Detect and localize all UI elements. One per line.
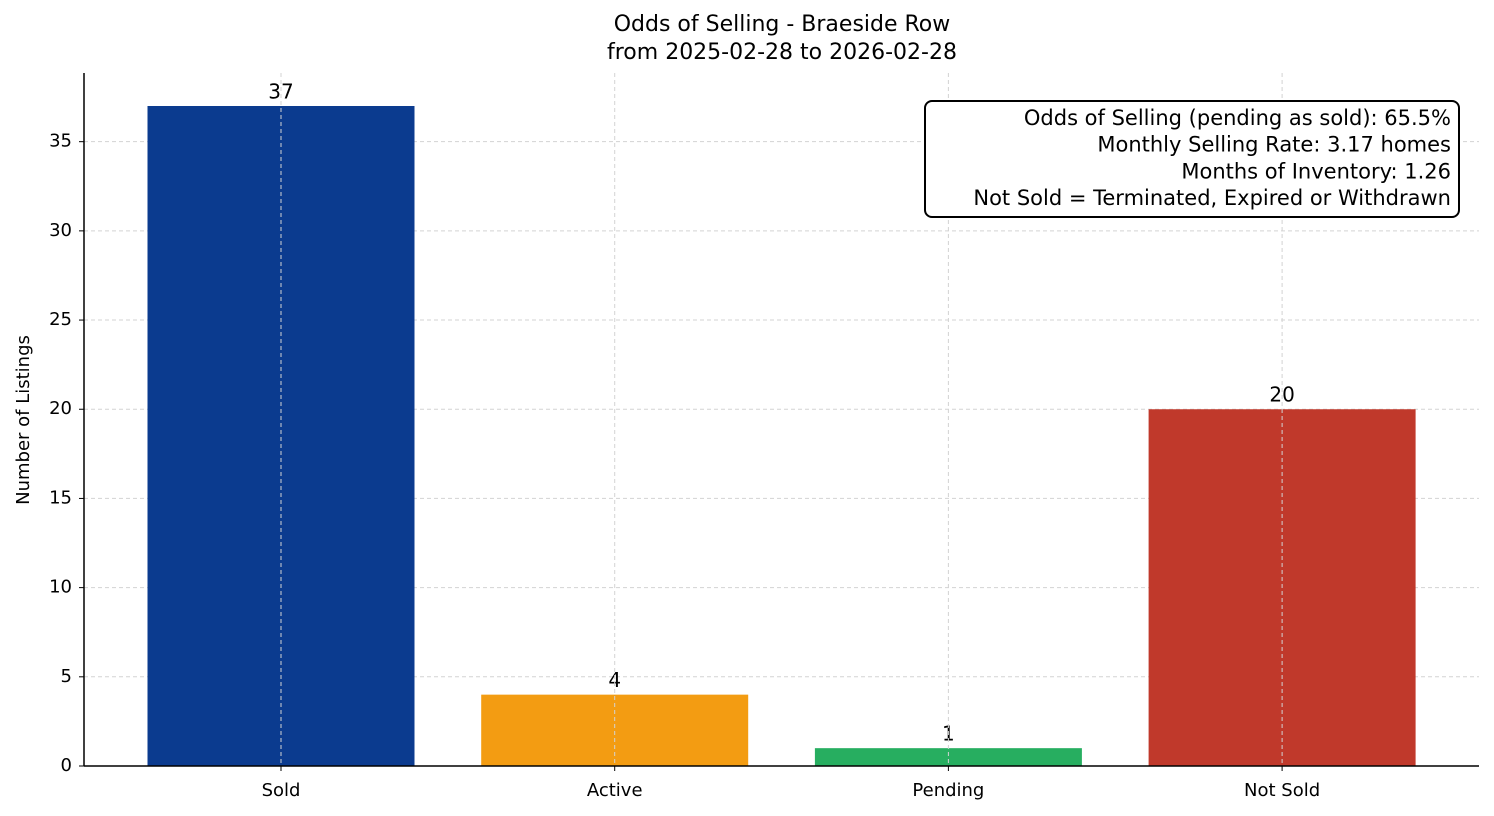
y-tick-label: 25 — [49, 309, 72, 330]
annotation-line: Odds of Selling (pending as sold): 65.5% — [1024, 106, 1451, 130]
annotation-box — [924, 100, 1460, 218]
x-tick-label: Active — [587, 780, 643, 801]
bar — [147, 106, 415, 766]
chart-title: Odds of Selling - Braeside Row — [614, 12, 951, 37]
bar — [814, 748, 1082, 766]
y-tick-label: 0 — [61, 755, 72, 776]
y-tick-label: 15 — [49, 487, 72, 508]
x-tick-label: Pending — [912, 780, 984, 801]
chart-subtitle: from 2025-02-28 to 2026-02-28 — [607, 40, 957, 65]
y-axis-label: Number of Listings — [13, 335, 34, 505]
annotation-line: Monthly Selling Rate: 3.17 homes — [1097, 133, 1451, 157]
data-label: 4 — [608, 668, 621, 692]
x-tick-label: Sold — [262, 780, 301, 801]
x-tick-label: Not Sold — [1244, 780, 1320, 801]
y-tick-label: 5 — [61, 666, 72, 687]
y-tick-label: 20 — [49, 398, 72, 419]
y-tick-label: 10 — [49, 577, 72, 598]
annotation-line: Months of Inventory: 1.26 — [1181, 159, 1451, 183]
annotation-line: Not Sold = Terminated, Expired or Withdr… — [973, 186, 1451, 210]
y-tick-label: 35 — [49, 131, 72, 152]
y-tick-label: 30 — [49, 220, 72, 241]
